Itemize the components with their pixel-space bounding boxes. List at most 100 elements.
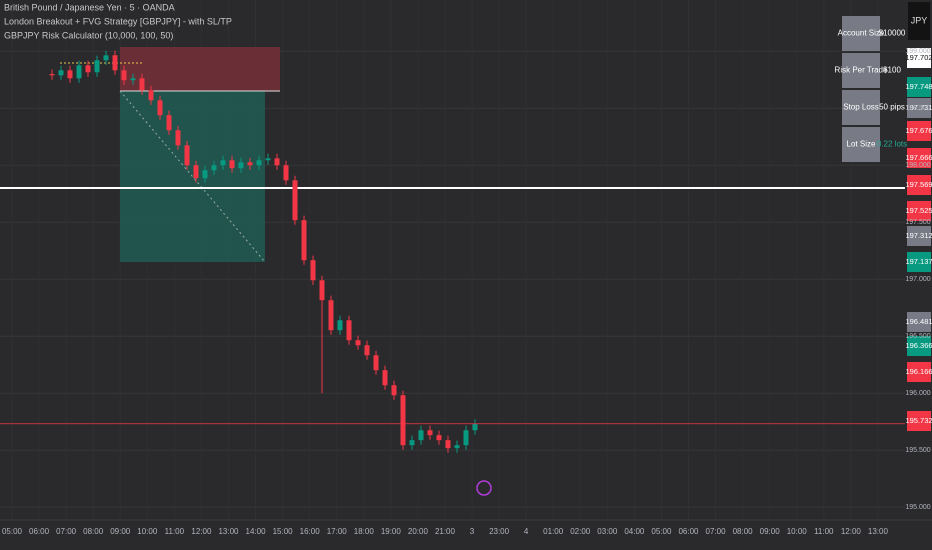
price-tag-bg xyxy=(907,252,931,272)
x-tick-label: 09:00 xyxy=(760,527,781,536)
x-tick-label: 07:00 xyxy=(56,527,77,536)
price-tag-bg xyxy=(907,77,931,97)
y-tick-label: 198.500 xyxy=(905,105,930,112)
candle-body xyxy=(445,440,451,449)
price-tag: 197.525 xyxy=(905,206,932,215)
candle-body xyxy=(184,145,190,166)
x-tick-label: 3 xyxy=(470,527,475,536)
legend-line: London Breakout + FVG Strategy [GBPJPY] … xyxy=(4,16,232,26)
price-tag-bg xyxy=(907,98,931,118)
candle-body xyxy=(193,165,199,179)
candle-body xyxy=(67,70,73,79)
candle-body xyxy=(49,74,55,76)
candle-body xyxy=(310,260,316,281)
price-tag-bg xyxy=(907,411,931,431)
table-label: Account Size xyxy=(838,29,885,38)
candle-body xyxy=(418,430,424,441)
x-tick-label: 11:00 xyxy=(814,527,834,536)
candle-body xyxy=(58,70,64,76)
price-tag-bg xyxy=(907,175,931,195)
price-tag: 197.569 xyxy=(905,180,932,189)
x-tick-label: 12:00 xyxy=(841,527,862,536)
x-tick-label: 02:00 xyxy=(570,527,591,536)
candle-body xyxy=(274,158,280,166)
x-tick-label: 05:00 xyxy=(651,527,672,536)
x-tick-label: 18:00 xyxy=(354,527,375,536)
candle-body xyxy=(94,60,100,73)
price-tag: 197.748 xyxy=(905,82,932,91)
x-tick-label: 11:00 xyxy=(165,527,185,536)
candle-body xyxy=(76,65,82,79)
candle-body xyxy=(103,55,109,61)
candle-body xyxy=(256,160,262,166)
currency-box xyxy=(908,2,930,40)
price-tag-bg xyxy=(907,226,931,246)
y-tick-label: 195.000 xyxy=(905,504,930,511)
x-tick-label: 13:00 xyxy=(868,527,889,536)
price-tag: 195.732 xyxy=(905,416,932,425)
x-tick-label: 21:00 xyxy=(435,527,456,536)
y-tick-label: 199.000 xyxy=(905,48,930,55)
table-label-cell xyxy=(842,53,880,88)
x-tick-label: 06:00 xyxy=(678,527,699,536)
x-tick-label: 06:00 xyxy=(29,527,50,536)
candle-body xyxy=(373,355,379,371)
price-tag: 197.731 xyxy=(905,103,932,112)
x-tick-label: 4 xyxy=(524,527,529,536)
time-labels: 05:00 06:00 07:00 08:00 09:00 10:00 11:00 12:00… xyxy=(2,527,888,536)
y-tick-label: 197.500 xyxy=(905,219,930,226)
candle-body xyxy=(436,435,442,441)
candle-body xyxy=(130,78,136,81)
table-label-cell xyxy=(842,16,880,51)
table-value: 0.22 lots xyxy=(877,140,907,149)
x-tick-label: 20:00 xyxy=(408,527,429,536)
candle-body xyxy=(364,345,370,356)
stop-zone xyxy=(120,47,280,91)
candle-body xyxy=(139,78,145,91)
table-label: Risk Per Trade xyxy=(835,66,888,75)
candle-body xyxy=(382,370,388,386)
candle-body xyxy=(247,162,253,166)
table-value: $100 xyxy=(883,66,901,75)
price-tags: 197.702 197.748 197.731 197.676 197.666 197.5… xyxy=(905,48,932,431)
candle-body xyxy=(346,320,352,341)
y-tick-label: 195.500 xyxy=(905,447,930,454)
x-tick-label: 14:00 xyxy=(246,527,267,536)
candle-body xyxy=(157,100,163,116)
price-tag: 197.666 xyxy=(905,153,932,162)
price-tag-bg xyxy=(907,201,931,221)
candle-body xyxy=(409,440,415,446)
currency: JPY xyxy=(911,15,928,25)
candle-body xyxy=(427,430,433,436)
candle-body xyxy=(202,170,208,179)
candle-body xyxy=(85,65,91,73)
event-icon[interactable] xyxy=(476,480,492,496)
price-tag-bg xyxy=(907,362,931,382)
price-tag: 197.312 xyxy=(905,231,932,240)
table-label: Lot Size xyxy=(847,140,876,149)
candle-body xyxy=(328,300,334,331)
price-tag-bg xyxy=(907,336,931,356)
candle-body xyxy=(238,162,244,169)
candle-body xyxy=(301,220,307,261)
candle-body xyxy=(400,395,406,446)
candle-body xyxy=(319,280,325,301)
price-tag: 197.676 xyxy=(905,126,932,135)
legend-line: British Pound / Japanese Yen · 5 · OANDA xyxy=(4,2,175,12)
price-tag: 197.702 xyxy=(905,53,932,62)
x-tick-label: 05:00 xyxy=(2,527,23,536)
candle-body xyxy=(166,115,172,131)
candle-body xyxy=(454,445,460,449)
x-tick-label: 10:00 xyxy=(787,527,808,536)
candle-body xyxy=(337,320,343,331)
candle-body xyxy=(121,70,127,81)
candles xyxy=(0,50,905,453)
x-tick-label: 12:00 xyxy=(191,527,212,536)
table-label-cell xyxy=(842,90,880,125)
legend-line: GBPJPY Risk Calculator (10,000, 100, 50) xyxy=(4,30,173,40)
candle-body xyxy=(265,158,271,161)
x-tick-label: 10:00 xyxy=(137,527,158,536)
x-tick-label: 08:00 xyxy=(733,527,754,536)
price-tag-bg xyxy=(907,48,931,68)
x-tick-label: 17:00 xyxy=(327,527,348,536)
